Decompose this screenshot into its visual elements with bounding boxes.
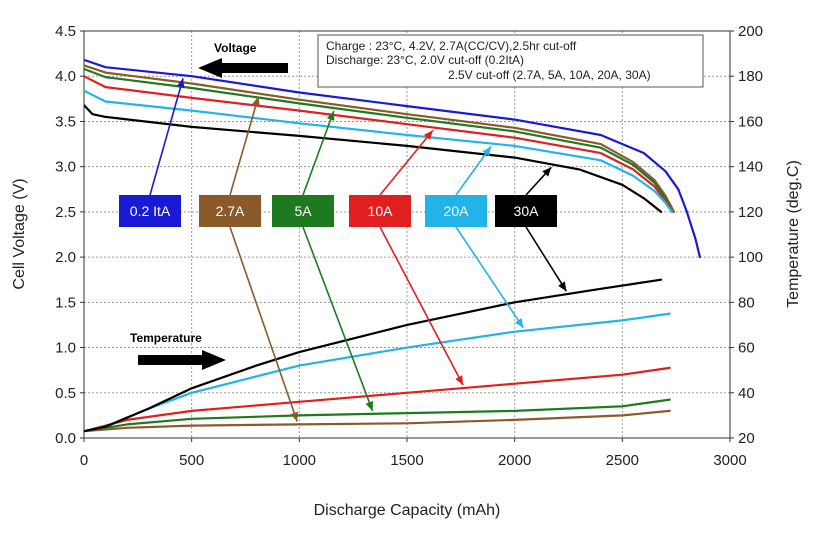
- callout-temperature-20a: [455, 226, 524, 329]
- tag-2-7a: [199, 195, 261, 227]
- x-tick-label: 1500: [390, 452, 423, 469]
- callout-voltage-10a: [379, 129, 434, 196]
- y2-tick-label: 20: [738, 430, 755, 447]
- voltage-line-2-7a: [84, 64, 676, 213]
- x-tick-label: 500: [179, 452, 204, 469]
- y-tick-label: 3.5: [55, 113, 76, 130]
- y2-tick-label: 140: [738, 159, 763, 176]
- arrowhead-icon: [482, 146, 491, 157]
- tag-label-20a: 20A: [444, 203, 470, 219]
- callout-voltage-20a: [455, 146, 492, 196]
- x-tick-label: 0: [80, 452, 88, 469]
- temperature-annotation-label: Temperature: [130, 331, 202, 345]
- arrowhead-icon: [455, 375, 463, 386]
- condition-charge: Charge : 23°C, 4.2V, 2.7A(CC/CV),2.5hr c…: [326, 39, 577, 53]
- y2-tick-label: 200: [738, 23, 763, 40]
- tag-30a: [495, 195, 557, 227]
- voltage-line-5a: [84, 67, 674, 213]
- arrowhead-icon: [424, 130, 433, 140]
- arrowhead-icon: [558, 281, 567, 292]
- tag-label-10a: 10A: [368, 203, 394, 219]
- arrowhead-icon: [290, 411, 298, 422]
- temperature-line-5a: [84, 398, 671, 433]
- arrowhead-icon: [176, 78, 185, 89]
- tag-label-5a: 5A: [294, 203, 312, 219]
- condition-discharge: Discharge: 23°C, 2.0V cut-off (0.2ItA): [326, 53, 524, 67]
- x-axis-ticks: 0 500 1000 1500 2000 2500 3000: [80, 438, 747, 469]
- x-axis-label: Discharge Capacity (mAh): [314, 502, 501, 519]
- temperature-line-30a: [84, 278, 663, 433]
- tag-10a: [349, 195, 411, 227]
- temperature-line-2-7a: [84, 409, 671, 433]
- y-tick-label: 4.0: [55, 68, 76, 85]
- callout-voltage-0-2-ita: [149, 78, 184, 196]
- left-arrow-icon: [198, 58, 288, 78]
- y-axis-label: Cell Voltage (V): [11, 178, 28, 289]
- arrowhead-icon: [515, 318, 524, 328]
- temperature-line-10a: [84, 366, 671, 433]
- y-tick-label: 0.0: [55, 430, 76, 447]
- callout-voltage-5a: [302, 110, 335, 196]
- arrowhead-icon: [252, 96, 260, 107]
- y2-tick-label: 80: [738, 294, 755, 311]
- y2-tick-label: 100: [738, 249, 763, 266]
- y2-tick-label: 60: [738, 340, 755, 357]
- y-tick-label: 4.5: [55, 23, 76, 40]
- y2-axis-label: Temperature (deg.C): [785, 160, 802, 308]
- y2-tick-label: 120: [738, 204, 763, 221]
- y-tick-label: 3.0: [55, 159, 76, 176]
- series-tags: 0.2 ItA 2.7A 5A 10A 20A 30A: [119, 195, 557, 227]
- tag-20a: [425, 195, 487, 227]
- arrowhead-icon: [542, 167, 552, 177]
- series-lines: [84, 58, 702, 433]
- tag-5a: [272, 195, 334, 227]
- x-tick-label: 3000: [713, 452, 746, 469]
- condition-cutoff: 2.5V cut-off (2.7A, 5A, 10A, 20A, 30A): [448, 68, 651, 82]
- y-axis-ticks: 0.0 0.5 1.0 1.5 2.0 2.5 3.0 3.5 4.0 4.5: [55, 23, 84, 447]
- y2-tick-label: 160: [738, 113, 763, 130]
- x-tick-label: 2500: [606, 452, 639, 469]
- voltage-line-30a: [84, 104, 663, 213]
- y2-axis-ticks: 20 40 60 80 100 120 140 160 180 200: [730, 23, 763, 447]
- y-tick-label: 1.5: [55, 294, 76, 311]
- callout-temperature-2-7a: [229, 226, 298, 422]
- grid-lines: [84, 31, 730, 438]
- callout-temperature-10a: [379, 226, 464, 386]
- tag-0-2-ita: [119, 195, 181, 227]
- series-callouts: [149, 78, 568, 422]
- x-tick-label: 2000: [498, 452, 531, 469]
- arrowhead-icon: [326, 111, 335, 121]
- right-arrow-icon: [138, 350, 226, 370]
- voltage-annotation: Voltage: [198, 41, 288, 78]
- arrowhead-icon: [365, 401, 374, 411]
- y2-tick-label: 40: [738, 385, 755, 402]
- tag-label-30a: 30A: [514, 203, 540, 219]
- y-tick-label: 2.5: [55, 204, 76, 221]
- conditions-box: Charge : 23°C, 4.2V, 2.7A(CC/CV),2.5hr c…: [317, 34, 704, 88]
- voltage-annotation-label: Voltage: [214, 41, 257, 55]
- callout-voltage-2-7a: [229, 96, 260, 196]
- tag-label-2-7a: 2.7A: [216, 203, 245, 219]
- tag-label-0-2-ita: 0.2 ItA: [130, 203, 171, 219]
- y-tick-label: 1.0: [55, 340, 76, 357]
- voltage-line-0-2-ita: [84, 58, 702, 259]
- callout-temperature-30a: [525, 226, 568, 292]
- voltage-line-20a: [84, 89, 674, 213]
- y-tick-label: 0.5: [55, 385, 76, 402]
- y-tick-label: 2.0: [55, 249, 76, 266]
- callout-temperature-5a: [302, 226, 374, 412]
- temperature-annotation: Temperature: [130, 331, 226, 370]
- x-tick-label: 1000: [283, 452, 316, 469]
- voltage-line-10a: [84, 75, 674, 213]
- y2-tick-label: 180: [738, 68, 763, 85]
